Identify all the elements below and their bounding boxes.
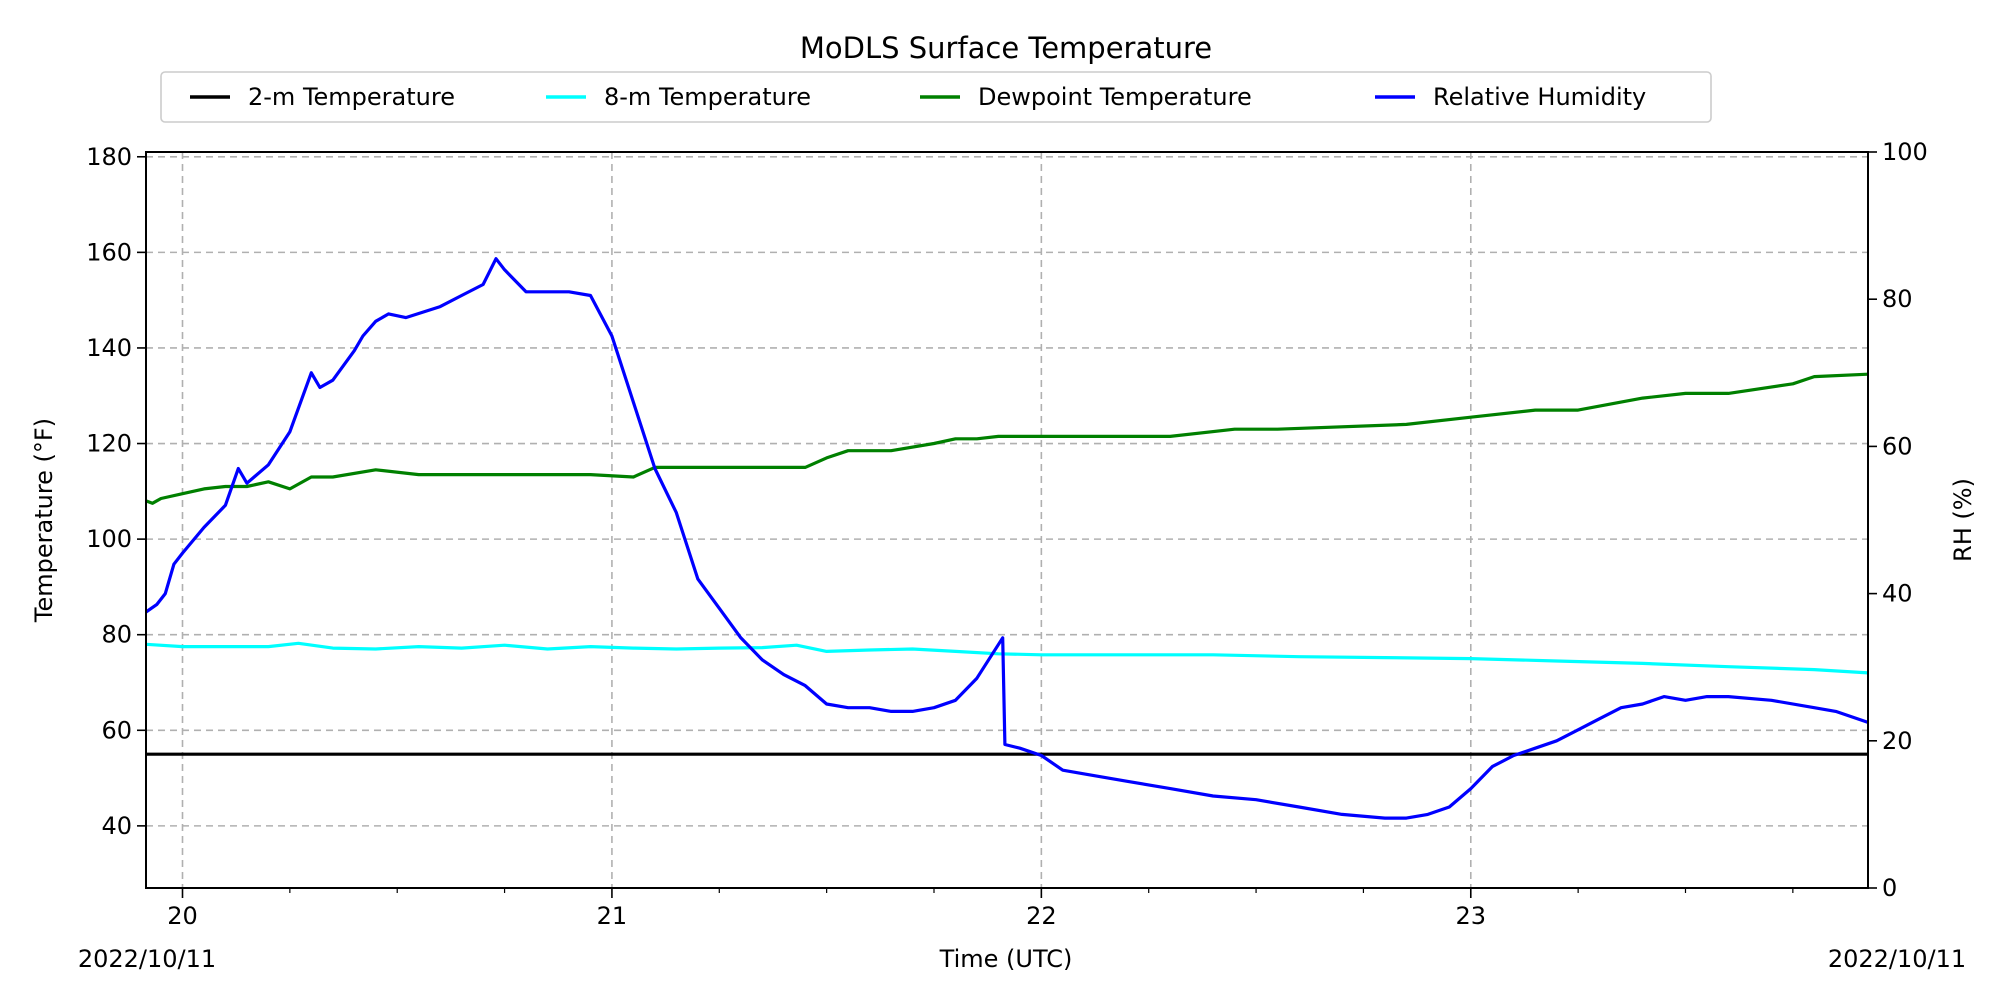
legend-label: 2-m Temperature [248,83,455,111]
series-line-dewpoint-temperature [145,372,1869,505]
axes [145,151,1869,889]
plot-area [146,152,1868,888]
x-tick-label: 21 [597,902,628,930]
y-tick-label: 120 [86,430,132,458]
x-tick-label: 23 [1456,902,1487,930]
y2-tick-label: 60 [1882,432,1913,460]
y-tick-label: 160 [86,238,132,266]
x-tick-label: 20 [167,902,198,930]
y-tick-label: 180 [86,143,132,171]
y2-tick-label: 20 [1882,727,1913,755]
y-tick-label: 140 [86,334,132,362]
plot-background [146,152,1868,888]
y2-tick-label: 100 [1882,138,1928,166]
date-right-label: 2022/10/11 [1828,945,1966,973]
legend-label: Dewpoint Temperature [978,83,1252,111]
legend-label: 8-m Temperature [604,83,811,111]
y2-axis-label: RH (%) [1949,478,1977,562]
y2-tick-label: 80 [1882,285,1913,313]
y-tick-label: 40 [101,812,132,840]
y-tick-label: 100 [86,525,132,553]
x-tick-label: 22 [1026,902,1057,930]
date-left-label: 2022/10/11 [78,945,216,973]
grid [146,152,1868,888]
ticks: 20 21 22 23 40 60 80 100 120 140 160 180 0 20 40 60 80 10… [86,138,1928,930]
y-axis-label: Temperature (°F) [30,418,58,623]
legend: 2-m Temperature 8-m Temperature Dewpoint T… [160,71,1712,123]
y-tick-label: 60 [101,716,132,744]
series-layer [145,257,1869,820]
series-line-8-m-temperature [145,641,1869,675]
series-line-relative-humidity [145,257,1869,820]
plot-frame [145,151,1869,889]
x-axis-label: Time (UTC) [939,945,1073,973]
y-tick-label: 80 [101,621,132,649]
legend-label: Relative Humidity [1433,83,1646,111]
y2-tick-label: 40 [1882,580,1913,608]
y2-tick-label: 0 [1882,874,1897,902]
chart-title: MoDLS Surface Temperature [800,31,1212,65]
